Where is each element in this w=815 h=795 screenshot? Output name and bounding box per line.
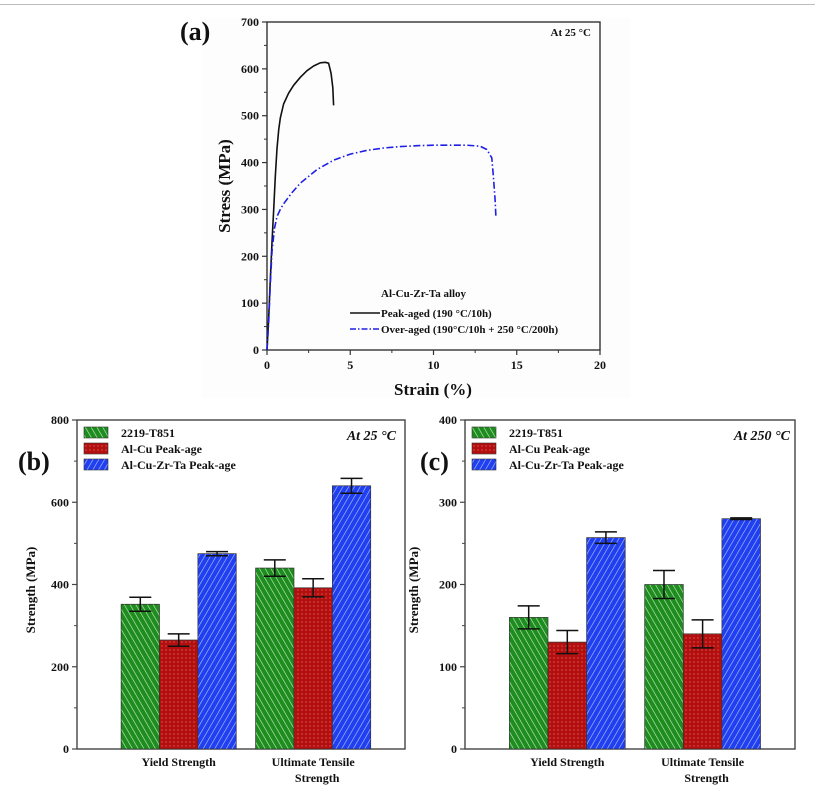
panel-a-legend: Al-Cu-Zr-Ta alloy Peak-aged (190 °C/10h)… — [350, 288, 559, 336]
y-tick-label: 200 — [439, 578, 457, 592]
series-line-over-aged — [266, 144, 497, 351]
panel-b-legend: 2219-T851 Al-Cu Peak-age Al-Cu-Zr-Ta Peak-… — [83, 426, 236, 472]
y-tick-label: 100 — [241, 296, 259, 310]
x-tick-label: 0 — [264, 358, 270, 372]
bar-al-cu-peak-age-yield — [159, 639, 199, 750]
y-tick-label: 600 — [241, 62, 259, 76]
bar-2219-t851-yield — [120, 603, 160, 750]
y-tick-label: 0 — [451, 742, 457, 756]
y-tick-label: 400 — [439, 413, 457, 427]
legend-swatch-al-cu-zr-ta-peak-age — [471, 458, 497, 471]
bar-2219-t851-uts — [255, 567, 295, 750]
category-label: Yield Strength — [142, 755, 217, 769]
panel-c-annotation: At 250 °C — [733, 429, 791, 444]
y-tick-label: 700 — [241, 15, 259, 29]
legend-swatch-al-cu-zr-ta-peak-age — [83, 458, 109, 471]
category-label: Strength — [684, 771, 729, 785]
bar-al-cu-zr-ta-peak-age-yield — [197, 553, 237, 750]
category-label: Ultimate Tensile — [272, 755, 356, 769]
panel-a-annotation: At 25 °C — [551, 27, 592, 39]
y-tick-label: 100 — [439, 660, 457, 674]
legend-label: Al-Cu Peak-age — [509, 442, 591, 456]
legend-label-peak-aged: Peak-aged (190 °C/10h) — [381, 308, 492, 320]
panel-a-background — [202, 18, 630, 398]
bar-al-cu-zr-ta-peak-age-yield — [586, 537, 626, 750]
bar-al-cu-peak-age-yield — [547, 641, 587, 750]
panel-b-ylabel: Strength (MPa) — [23, 547, 38, 634]
y-tick-label: 0 — [253, 343, 259, 357]
panel-a-label: (a) — [180, 17, 210, 46]
x-tick-label: 5 — [347, 358, 353, 372]
bar-al-cu-zr-ta-peak-age-uts — [331, 485, 372, 750]
panel-c-label: (c) — [420, 447, 449, 476]
category-label: Yield Strength — [530, 755, 605, 769]
bar-al-cu-zr-ta-peak-age-uts — [721, 518, 761, 750]
panel-a-xlabel: Strain (%) — [394, 380, 472, 399]
x-tick-label: 10 — [428, 358, 440, 372]
legend-swatch-2219-t851 — [83, 426, 109, 439]
y-tick-label: 200 — [51, 660, 69, 674]
y-tick-label: 400 — [51, 578, 69, 592]
panel-a-stress-strain: 0 100 200 300 400 500 600 700 0 5 10 15 20 (a) At 25… — [180, 15, 630, 399]
y-tick-label: 300 — [439, 495, 457, 509]
y-tick-label: 400 — [241, 156, 259, 170]
legend-swatch-al-cu-peak-age — [471, 442, 497, 455]
legend-label: Al-Cu-Zr-Ta Peak-age — [121, 458, 236, 472]
bar-al-cu-peak-age-uts — [293, 587, 333, 750]
bar-al-cu-peak-age-uts — [682, 633, 723, 750]
y-tick-label: 300 — [241, 202, 259, 216]
y-tick-label: 800 — [51, 413, 69, 427]
y-tick-label: 200 — [241, 249, 259, 263]
category-label: Strength — [295, 771, 340, 785]
panel-b-annotation: At 25 °C — [346, 429, 397, 444]
legend-label: Al-Cu Peak-age — [121, 442, 203, 456]
panel-b-label: (b) — [18, 447, 50, 476]
x-tick-label: 15 — [511, 358, 523, 372]
panel-c-strength-250c: 0 100 200 300 400 Yield Strength Ultimate Tens… — [406, 413, 796, 785]
legend-swatch-2219-t851 — [471, 426, 497, 439]
bar-2219-t851-uts — [644, 584, 684, 750]
y-tick-label: 0 — [63, 742, 69, 756]
legend-label: Al-Cu-Zr-Ta Peak-age — [509, 458, 624, 472]
top-divider — [0, 4, 815, 5]
panel-a-ylabel: Stress (MPa) — [215, 139, 234, 233]
legend-label-over-aged: Over-aged (190°C/10h + 250 °C/200h) — [381, 324, 559, 336]
y-tick-label: 600 — [51, 495, 69, 509]
legend-swatch-al-cu-peak-age — [83, 442, 109, 455]
category-label: Ultimate Tensile — [661, 755, 745, 769]
x-tick-label: 20 — [594, 358, 606, 372]
panel-c-legend: 2219-T851 Al-Cu Peak-age Al-Cu-Zr-Ta Peak-… — [471, 426, 624, 472]
bar-2219-t851-yield — [509, 617, 549, 750]
panel-c-ylabel: Strength (MPa) — [406, 547, 421, 634]
panel-b-strength-25c: 0 200 400 600 800 Yield Strength Ultimate Tens… — [18, 413, 406, 785]
y-tick-label: 500 — [241, 109, 259, 123]
series-line-peak-aged — [266, 61, 335, 351]
legend-label: 2219-T851 — [121, 426, 175, 440]
legend-label: 2219-T851 — [509, 426, 563, 440]
legend-title: Al-Cu-Zr-Ta alloy — [381, 288, 467, 300]
